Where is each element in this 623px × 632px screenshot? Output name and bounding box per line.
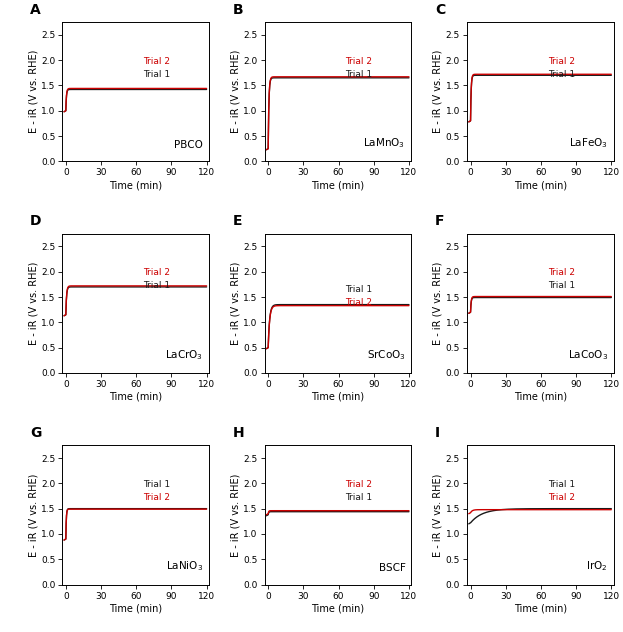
- Y-axis label: E - iR (V vs. RHE): E - iR (V vs. RHE): [28, 473, 38, 557]
- Text: LaCrO$_3$: LaCrO$_3$: [165, 348, 203, 362]
- Text: I: I: [435, 426, 440, 440]
- Text: C: C: [435, 3, 445, 16]
- X-axis label: Time (min): Time (min): [109, 604, 162, 613]
- Text: SrCoO$_3$: SrCoO$_3$: [367, 348, 406, 362]
- Text: F: F: [435, 214, 444, 228]
- X-axis label: Time (min): Time (min): [514, 392, 567, 402]
- X-axis label: Time (min): Time (min): [514, 180, 567, 190]
- Text: IrO$_2$: IrO$_2$: [586, 560, 608, 573]
- Text: Trial 1: Trial 1: [345, 70, 373, 79]
- Text: Trial 1: Trial 1: [143, 281, 170, 291]
- Text: LaFeO$_3$: LaFeO$_3$: [569, 137, 608, 150]
- Y-axis label: E - iR (V vs. RHE): E - iR (V vs. RHE): [433, 262, 443, 345]
- Y-axis label: E - iR (V vs. RHE): E - iR (V vs. RHE): [433, 473, 443, 557]
- X-axis label: Time (min): Time (min): [312, 392, 364, 402]
- Text: B: B: [232, 3, 243, 16]
- Text: Trial 2: Trial 2: [143, 268, 170, 277]
- Text: Trial 1: Trial 1: [345, 493, 373, 502]
- Y-axis label: E - iR (V vs. RHE): E - iR (V vs. RHE): [231, 473, 240, 557]
- Text: D: D: [30, 214, 42, 228]
- Text: LaMnO$_3$: LaMnO$_3$: [363, 137, 406, 150]
- Text: Trial 2: Trial 2: [345, 57, 373, 66]
- Text: Trial 2: Trial 2: [143, 57, 170, 66]
- X-axis label: Time (min): Time (min): [312, 180, 364, 190]
- X-axis label: Time (min): Time (min): [109, 392, 162, 402]
- Y-axis label: E - iR (V vs. RHE): E - iR (V vs. RHE): [28, 262, 38, 345]
- Y-axis label: E - iR (V vs. RHE): E - iR (V vs. RHE): [231, 50, 240, 133]
- X-axis label: Time (min): Time (min): [514, 604, 567, 613]
- Y-axis label: E - iR (V vs. RHE): E - iR (V vs. RHE): [231, 262, 240, 345]
- Text: Trial 2: Trial 2: [345, 298, 373, 307]
- Text: Trial 2: Trial 2: [548, 493, 574, 502]
- Text: Trial 1: Trial 1: [345, 285, 373, 294]
- Y-axis label: E - iR (V vs. RHE): E - iR (V vs. RHE): [433, 50, 443, 133]
- Text: Trial 1: Trial 1: [143, 70, 170, 79]
- Text: Trial 1: Trial 1: [548, 70, 575, 79]
- Text: Trial 1: Trial 1: [143, 480, 170, 489]
- Text: Trial 2: Trial 2: [345, 480, 373, 489]
- Text: BSCF: BSCF: [379, 564, 406, 573]
- Text: Trial 2: Trial 2: [143, 493, 170, 502]
- Text: E: E: [232, 214, 242, 228]
- Text: LaCoO$_3$: LaCoO$_3$: [568, 348, 608, 362]
- Y-axis label: E - iR (V vs. RHE): E - iR (V vs. RHE): [28, 50, 38, 133]
- X-axis label: Time (min): Time (min): [109, 180, 162, 190]
- Text: G: G: [30, 426, 41, 440]
- Text: Trial 2: Trial 2: [548, 268, 574, 277]
- Text: PBCO: PBCO: [174, 140, 203, 150]
- Text: H: H: [232, 426, 244, 440]
- Text: A: A: [30, 3, 40, 16]
- Text: LaNiO$_3$: LaNiO$_3$: [166, 560, 203, 573]
- Text: Trial 1: Trial 1: [548, 281, 575, 291]
- Text: Trial 1: Trial 1: [548, 480, 575, 489]
- X-axis label: Time (min): Time (min): [312, 604, 364, 613]
- Text: Trial 2: Trial 2: [548, 57, 574, 66]
